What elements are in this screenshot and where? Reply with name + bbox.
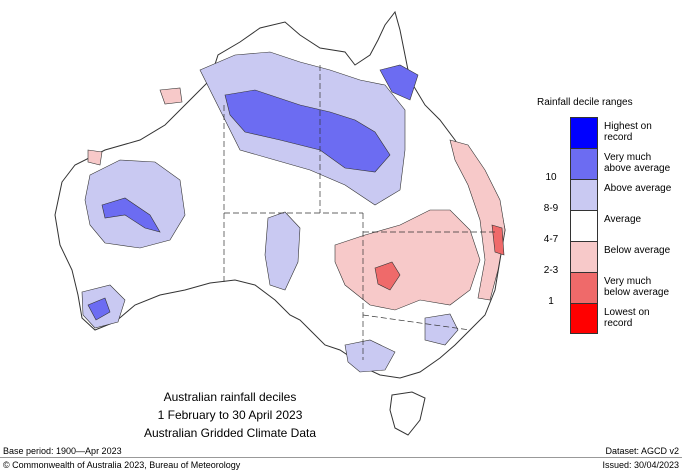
very-much-above-average-cape bbox=[379, 64, 419, 101]
legend-label-lowest: Lowest on record bbox=[604, 307, 650, 329]
copyright: © Commonwealth of Australia 2023, Bureau… bbox=[3, 460, 241, 470]
map-title-line-3: Australian Gridded Climate Data bbox=[143, 426, 317, 440]
dataset-label: Dataset: AGCD v2 bbox=[605, 446, 679, 456]
legend-row: 4-7 Average bbox=[537, 210, 677, 245]
map-title-line-2: 1 February to 30 April 2023 bbox=[157, 408, 303, 422]
below-average-east bbox=[334, 209, 481, 311]
legend-row: 2-3 Below average bbox=[537, 241, 677, 276]
legend-label-very-much-below: Very much below average bbox=[604, 276, 670, 298]
very-much-below-average-coast bbox=[491, 224, 505, 256]
above-average-southeast bbox=[424, 313, 459, 346]
legend-swatch-very-much-below bbox=[570, 272, 598, 303]
below-average-west bbox=[87, 149, 103, 166]
above-average-vic bbox=[344, 339, 396, 373]
tasmania bbox=[389, 391, 426, 436]
legend-swatch-lowest bbox=[570, 303, 598, 334]
very-much-below-average-inland bbox=[374, 261, 401, 291]
issued-date: Issued: 30/04/2023 bbox=[602, 460, 679, 470]
legend-decile: 2-3 bbox=[543, 265, 559, 276]
map-title-block: Australian rainfall deciles 1 February t… bbox=[130, 388, 330, 442]
legend-decile: 1 bbox=[548, 296, 554, 307]
above-average-west bbox=[84, 159, 186, 249]
legend-decile: 8-9 bbox=[543, 203, 559, 214]
legend-decile: 4-7 bbox=[543, 234, 559, 245]
legend-swatch-above bbox=[570, 179, 598, 210]
legend-row: 10 Very much above average bbox=[537, 148, 677, 183]
legend-row: Highest on record bbox=[537, 117, 677, 148]
legend-swatch-very-much-above bbox=[570, 148, 598, 179]
map-title-line-1: Australian rainfall deciles bbox=[163, 390, 297, 404]
legend-swatch-below bbox=[570, 241, 598, 272]
legend-row: Lowest on record bbox=[537, 303, 677, 334]
legend-title: Rainfall decile ranges bbox=[537, 97, 633, 108]
legend-row: 1 Very much below average bbox=[537, 272, 677, 307]
above-average-central bbox=[264, 211, 301, 291]
legend: Highest on record 10 Very much above ave… bbox=[537, 117, 677, 334]
footer-divider bbox=[0, 457, 682, 458]
legend-decile: 10 bbox=[545, 172, 557, 183]
legend-row: 8-9 Above average bbox=[537, 179, 677, 214]
very-much-above-average-west bbox=[101, 197, 161, 233]
legend-swatch-average bbox=[570, 210, 598, 241]
legend-label-below: Below average bbox=[604, 245, 671, 256]
below-average-coast bbox=[449, 139, 506, 301]
legend-label-average: Average bbox=[604, 214, 642, 225]
below-average-north bbox=[159, 87, 183, 105]
very-much-above-average-north bbox=[224, 89, 391, 173]
legend-label-very-much-above: Very much above average bbox=[604, 152, 671, 174]
legend-label-highest: Highest on record bbox=[604, 121, 652, 143]
base-period: Base period: 1900—Apr 2023 bbox=[3, 446, 122, 456]
very-much-above-average-southwest bbox=[87, 297, 111, 321]
state-borders bbox=[223, 65, 495, 360]
legend-label-above: Above average bbox=[604, 183, 672, 194]
legend-swatch-highest bbox=[570, 117, 598, 148]
